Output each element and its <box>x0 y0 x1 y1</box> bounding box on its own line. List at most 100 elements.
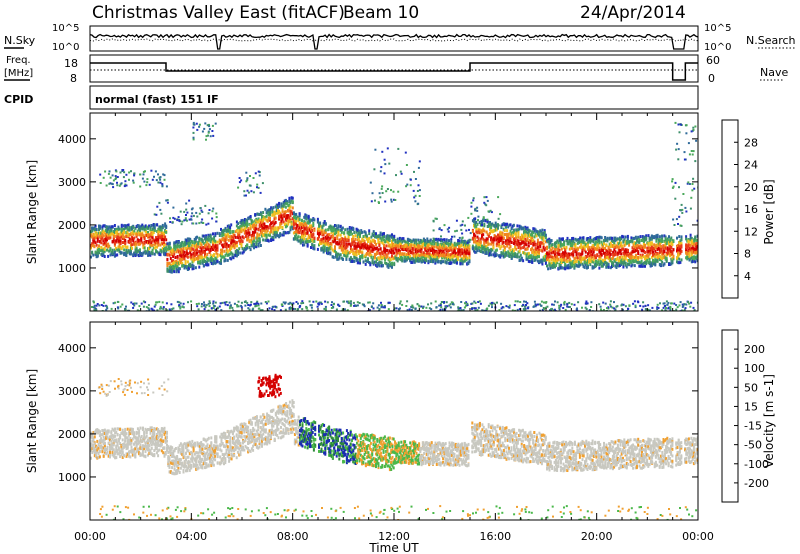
power-cell <box>518 259 521 262</box>
power-cell <box>392 251 395 255</box>
power-cell <box>323 249 326 253</box>
power-cell <box>208 244 211 248</box>
power-cell <box>502 252 505 256</box>
power-cell <box>611 257 613 261</box>
power-cell <box>148 241 151 245</box>
power-cell <box>377 241 380 245</box>
power-cell <box>302 229 304 233</box>
power-cell <box>237 232 240 236</box>
power-cell <box>406 241 409 245</box>
power-cell <box>560 237 563 241</box>
power-cell <box>465 255 468 259</box>
power-cell <box>242 223 245 226</box>
power-cell <box>139 242 141 246</box>
power-cell <box>539 229 542 233</box>
power-cell <box>546 264 548 268</box>
power-cell <box>386 264 389 268</box>
power-cell <box>642 249 645 253</box>
power-cell <box>95 251 98 255</box>
power-cell <box>462 257 465 261</box>
power-cell <box>621 260 624 264</box>
power-cell <box>622 235 625 239</box>
power-cell <box>647 234 650 238</box>
power-cell <box>414 256 417 260</box>
power-cell <box>166 269 169 273</box>
power-cell <box>597 238 600 242</box>
power-cell <box>524 225 527 229</box>
power-cell <box>360 255 363 258</box>
power-cell <box>298 231 301 234</box>
power-cell <box>471 237 474 241</box>
power-cell <box>640 245 643 249</box>
power-cell <box>202 241 205 245</box>
power-cell <box>543 254 546 258</box>
power-cell <box>305 214 308 218</box>
power-cell <box>452 247 455 251</box>
power-cell <box>186 255 189 259</box>
power-cell <box>257 236 260 240</box>
power-cell <box>288 204 291 207</box>
power-cell <box>364 235 367 239</box>
power-cell <box>95 236 98 240</box>
power-cell <box>620 241 623 245</box>
power-cell <box>505 225 507 229</box>
power-cell <box>426 244 429 248</box>
power-cell <box>165 226 168 229</box>
power-cell <box>518 241 521 245</box>
power-cell <box>233 253 236 257</box>
power-cell <box>153 223 156 227</box>
power-cell <box>169 257 172 260</box>
power-cell <box>353 259 356 263</box>
power-cell <box>249 217 252 221</box>
power-cell <box>616 251 619 255</box>
nave-tick-top: 60 <box>706 54 720 67</box>
power-cell <box>490 253 493 257</box>
power-cell <box>104 241 107 245</box>
power-cell <box>273 222 276 226</box>
power-cell <box>541 249 544 253</box>
power-cell <box>458 247 461 251</box>
power-cell <box>237 226 240 230</box>
power-cell <box>173 252 176 256</box>
power-cell <box>639 247 642 251</box>
power-cell <box>641 238 644 242</box>
power-cell <box>160 225 163 229</box>
power-cell <box>517 243 520 246</box>
power-cell <box>507 250 510 254</box>
power-cell <box>306 231 309 235</box>
power-cell <box>633 260 636 264</box>
power-cell <box>113 242 116 246</box>
power-cell <box>406 237 409 241</box>
power-cell <box>253 239 255 243</box>
power-cell <box>613 252 616 256</box>
power-cell <box>167 243 170 247</box>
power-cell <box>108 236 111 240</box>
power-cell <box>180 247 183 251</box>
power-cell <box>541 228 544 232</box>
power-cell <box>581 262 584 266</box>
power-cell <box>508 252 511 256</box>
power-cell <box>566 260 569 263</box>
power-cell <box>391 239 393 243</box>
power-cell <box>402 237 405 241</box>
power-cell <box>583 245 586 249</box>
power-cell <box>408 244 411 248</box>
power-cell <box>449 262 452 265</box>
power-cell <box>582 256 585 260</box>
power-cell <box>124 242 127 245</box>
power-cell <box>569 239 572 243</box>
power-cell <box>173 270 176 274</box>
power-cell <box>352 228 355 231</box>
power-cell <box>557 267 560 271</box>
power-cell <box>383 256 385 260</box>
power-cell <box>119 231 122 235</box>
power-cell <box>160 232 163 235</box>
power-cell <box>484 250 487 254</box>
power-cell <box>640 261 643 265</box>
power-cell <box>235 248 238 252</box>
power-cell <box>526 238 529 242</box>
power-cell <box>526 257 529 261</box>
power-cell <box>204 235 206 239</box>
power-cell <box>548 239 551 243</box>
power-cell <box>585 266 588 270</box>
